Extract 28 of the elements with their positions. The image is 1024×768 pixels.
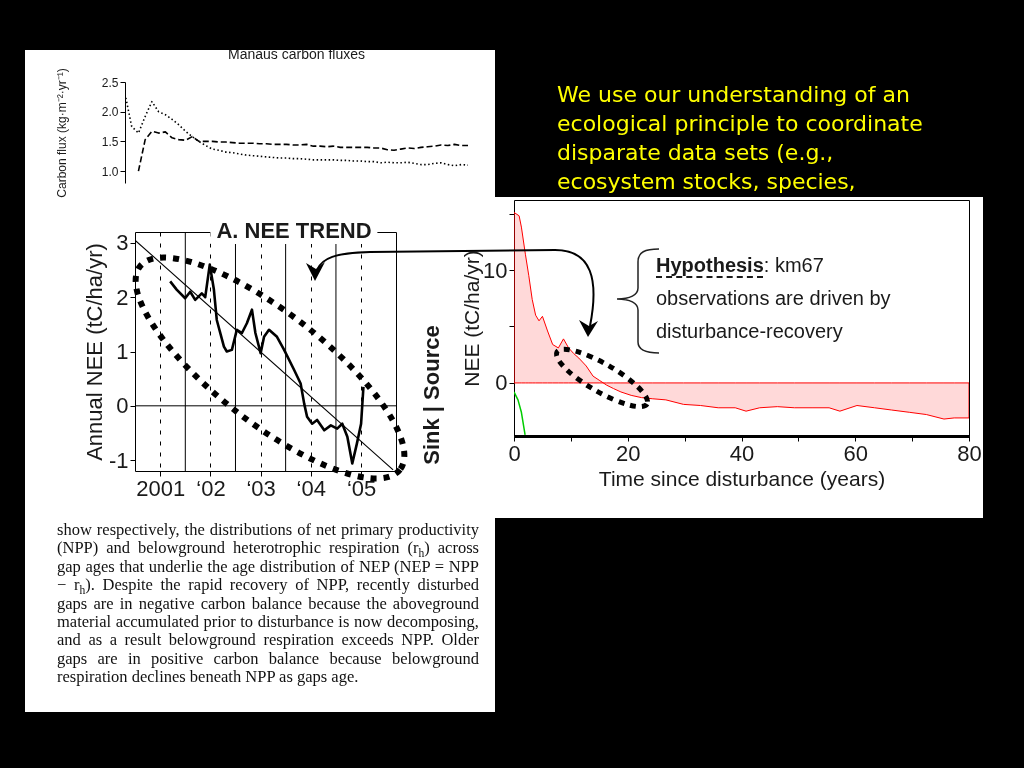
text: We use our understanding of an ecological principle to coordinate disparate data sets (e.g., ecosystem stocks, species, <box>557 82 923 194</box>
y-tick-label: 1.0 <box>101 164 119 179</box>
y-tick-label: 1 <box>116 339 129 364</box>
y-axis-title: NEE (tC/ha/yr) <box>460 250 484 387</box>
y-axis-title: Annual NEE (tC/ha/yr) <box>81 243 107 461</box>
x-tick-label: ‘04 <box>296 475 326 501</box>
x-axis-title: Time since disturbance (years) <box>598 466 886 490</box>
x-tick-label: 60 <box>843 440 868 466</box>
y-tick-label: 3 <box>116 230 129 256</box>
x-tick-label: 80 <box>957 440 982 466</box>
x-tick-label: 2001 <box>136 475 186 501</box>
y-tick-label: 2.5 <box>101 75 119 90</box>
y-tick-label: 10 <box>483 257 508 283</box>
y-tick-label: 0 <box>116 393 129 419</box>
text: show respectively, the distributions of net primary productivity (NPP) and belowground heterotrophic respiration (r$_{h}$) across gap ages that underlie the age distribution of NEP (NEP = NPP − r$_{h}$). Despite the rapid recovery of NPP, recently disturbed gaps are in negative carbon balance because the aboveground material accumulated prior to disturbance is now decomposing, and as a result belowground respiration exceeds NPP. Older gaps are in positive carbon balance because belowground respiration declines beneath NPP as gaps age. <box>57 520 479 687</box>
annotation: Hypothesis: km67 observations are driven by disturbance-recovery <box>656 254 891 342</box>
y-tick-label: -1 <box>108 447 129 473</box>
y-tick-label: 1.5 <box>101 134 119 149</box>
x-tick-label: ‘02 <box>196 475 226 501</box>
x-tick-label: 20 <box>616 440 641 466</box>
text: Sink | Source <box>419 325 444 465</box>
x-tick-label: 40 <box>729 440 755 466</box>
y-tick-label: 2.0 <box>101 105 119 120</box>
y-axis-title: Carbon flux (kg·m⁻²·yr⁻¹) <box>54 68 69 198</box>
x-tick-label: ‘03 <box>246 475 276 501</box>
x-tick-label: ‘05 <box>346 475 377 501</box>
y-tick-label: 2 <box>116 284 129 310</box>
chart-title: A. NEE TREND <box>210 218 378 244</box>
